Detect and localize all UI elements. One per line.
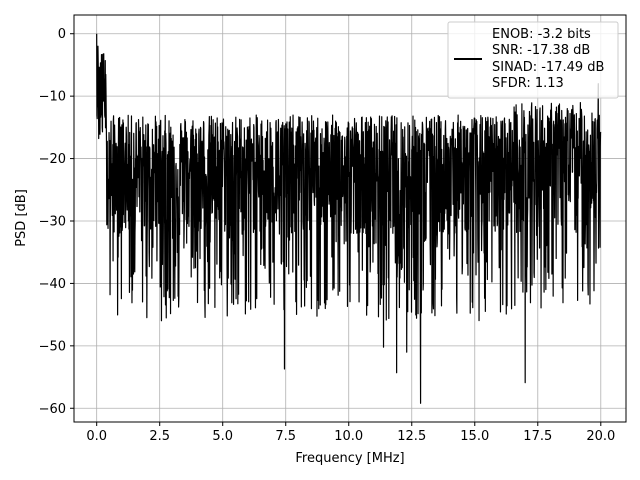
y-tick-label: −50 <box>39 339 66 354</box>
x-tick-label: 0.0 <box>86 429 107 444</box>
y-tick-label: −30 <box>39 214 66 229</box>
x-tick-label: 2.5 <box>149 429 170 444</box>
y-tick-label: −20 <box>39 152 66 167</box>
legend-sfdr: SFDR: 1.13 <box>492 76 564 91</box>
x-tick-label: 20.0 <box>586 429 615 444</box>
y-axis-label: PSD [dB] <box>14 189 29 247</box>
x-tick-label: 7.5 <box>275 429 296 444</box>
legend-snr: SNR: -17.38 dB <box>492 43 590 58</box>
y-tick-label: −40 <box>39 277 66 292</box>
plot-frame <box>73 14 627 423</box>
series-group <box>96 33 602 404</box>
x-tick-label: 17.5 <box>523 429 552 444</box>
y-tick-label: −60 <box>39 402 66 417</box>
psd-series-line <box>96 33 602 404</box>
x-tick-label: 10.0 <box>334 429 363 444</box>
axis-ticks: 0.0 2.5 5.0 7.5 10.0 12.5 15.0 17.5 20.0 0 −10 −20 −… <box>39 27 616 444</box>
legend-sinad: SINAD: -17.49 dB <box>492 60 604 75</box>
x-axis-label: Frequency [MHz] <box>295 451 404 466</box>
legend-box <box>447 21 619 99</box>
x-tick-label: 15.0 <box>460 429 489 444</box>
y-tick-label: −10 <box>39 90 66 105</box>
y-tick-label: 0 <box>58 27 66 42</box>
legend: ENOB: -3.2 bits SNR: -17.38 dB SINAD: -1… <box>447 21 619 99</box>
x-tick-label: 12.5 <box>397 429 426 444</box>
legend-enob: ENOB: -3.2 bits <box>492 27 591 42</box>
x-tick-label: 5.0 <box>212 429 233 444</box>
